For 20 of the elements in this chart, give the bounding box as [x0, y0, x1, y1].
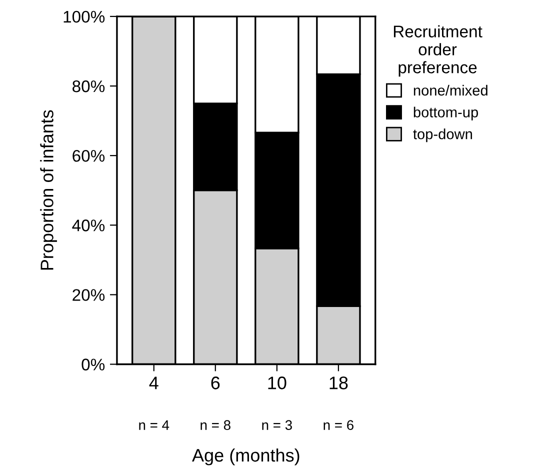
x-axis-title: Age (months) [192, 448, 300, 466]
x-tick-label: 4 [149, 376, 158, 390]
y-axis-title: Proportion of infants [40, 110, 57, 270]
text: n = 4 [139, 420, 170, 430]
y-tick-label: 20% [72, 289, 105, 301]
legend-label: bottom-up [414, 106, 478, 120]
y-tick-label: 100% [64, 10, 105, 23]
text: n = 3 [262, 420, 292, 430]
x-tick-label: 6 [211, 376, 220, 390]
y-tick-label: 40% [72, 220, 105, 232]
legend-label: none/mixed [414, 84, 488, 96]
y-tick-label: 80% [72, 80, 105, 92]
y-tick-label: 0% [82, 358, 105, 370]
text: n = 8 [200, 420, 230, 430]
x-tick-label: 18 [330, 376, 348, 390]
legend-label: top-down [413, 128, 472, 142]
x-tick-label: 10 [268, 376, 286, 390]
legend-title: Recruitment order preference [394, 25, 482, 77]
text: n = 6 [324, 420, 354, 430]
y-tick-label: 60% [72, 150, 105, 162]
